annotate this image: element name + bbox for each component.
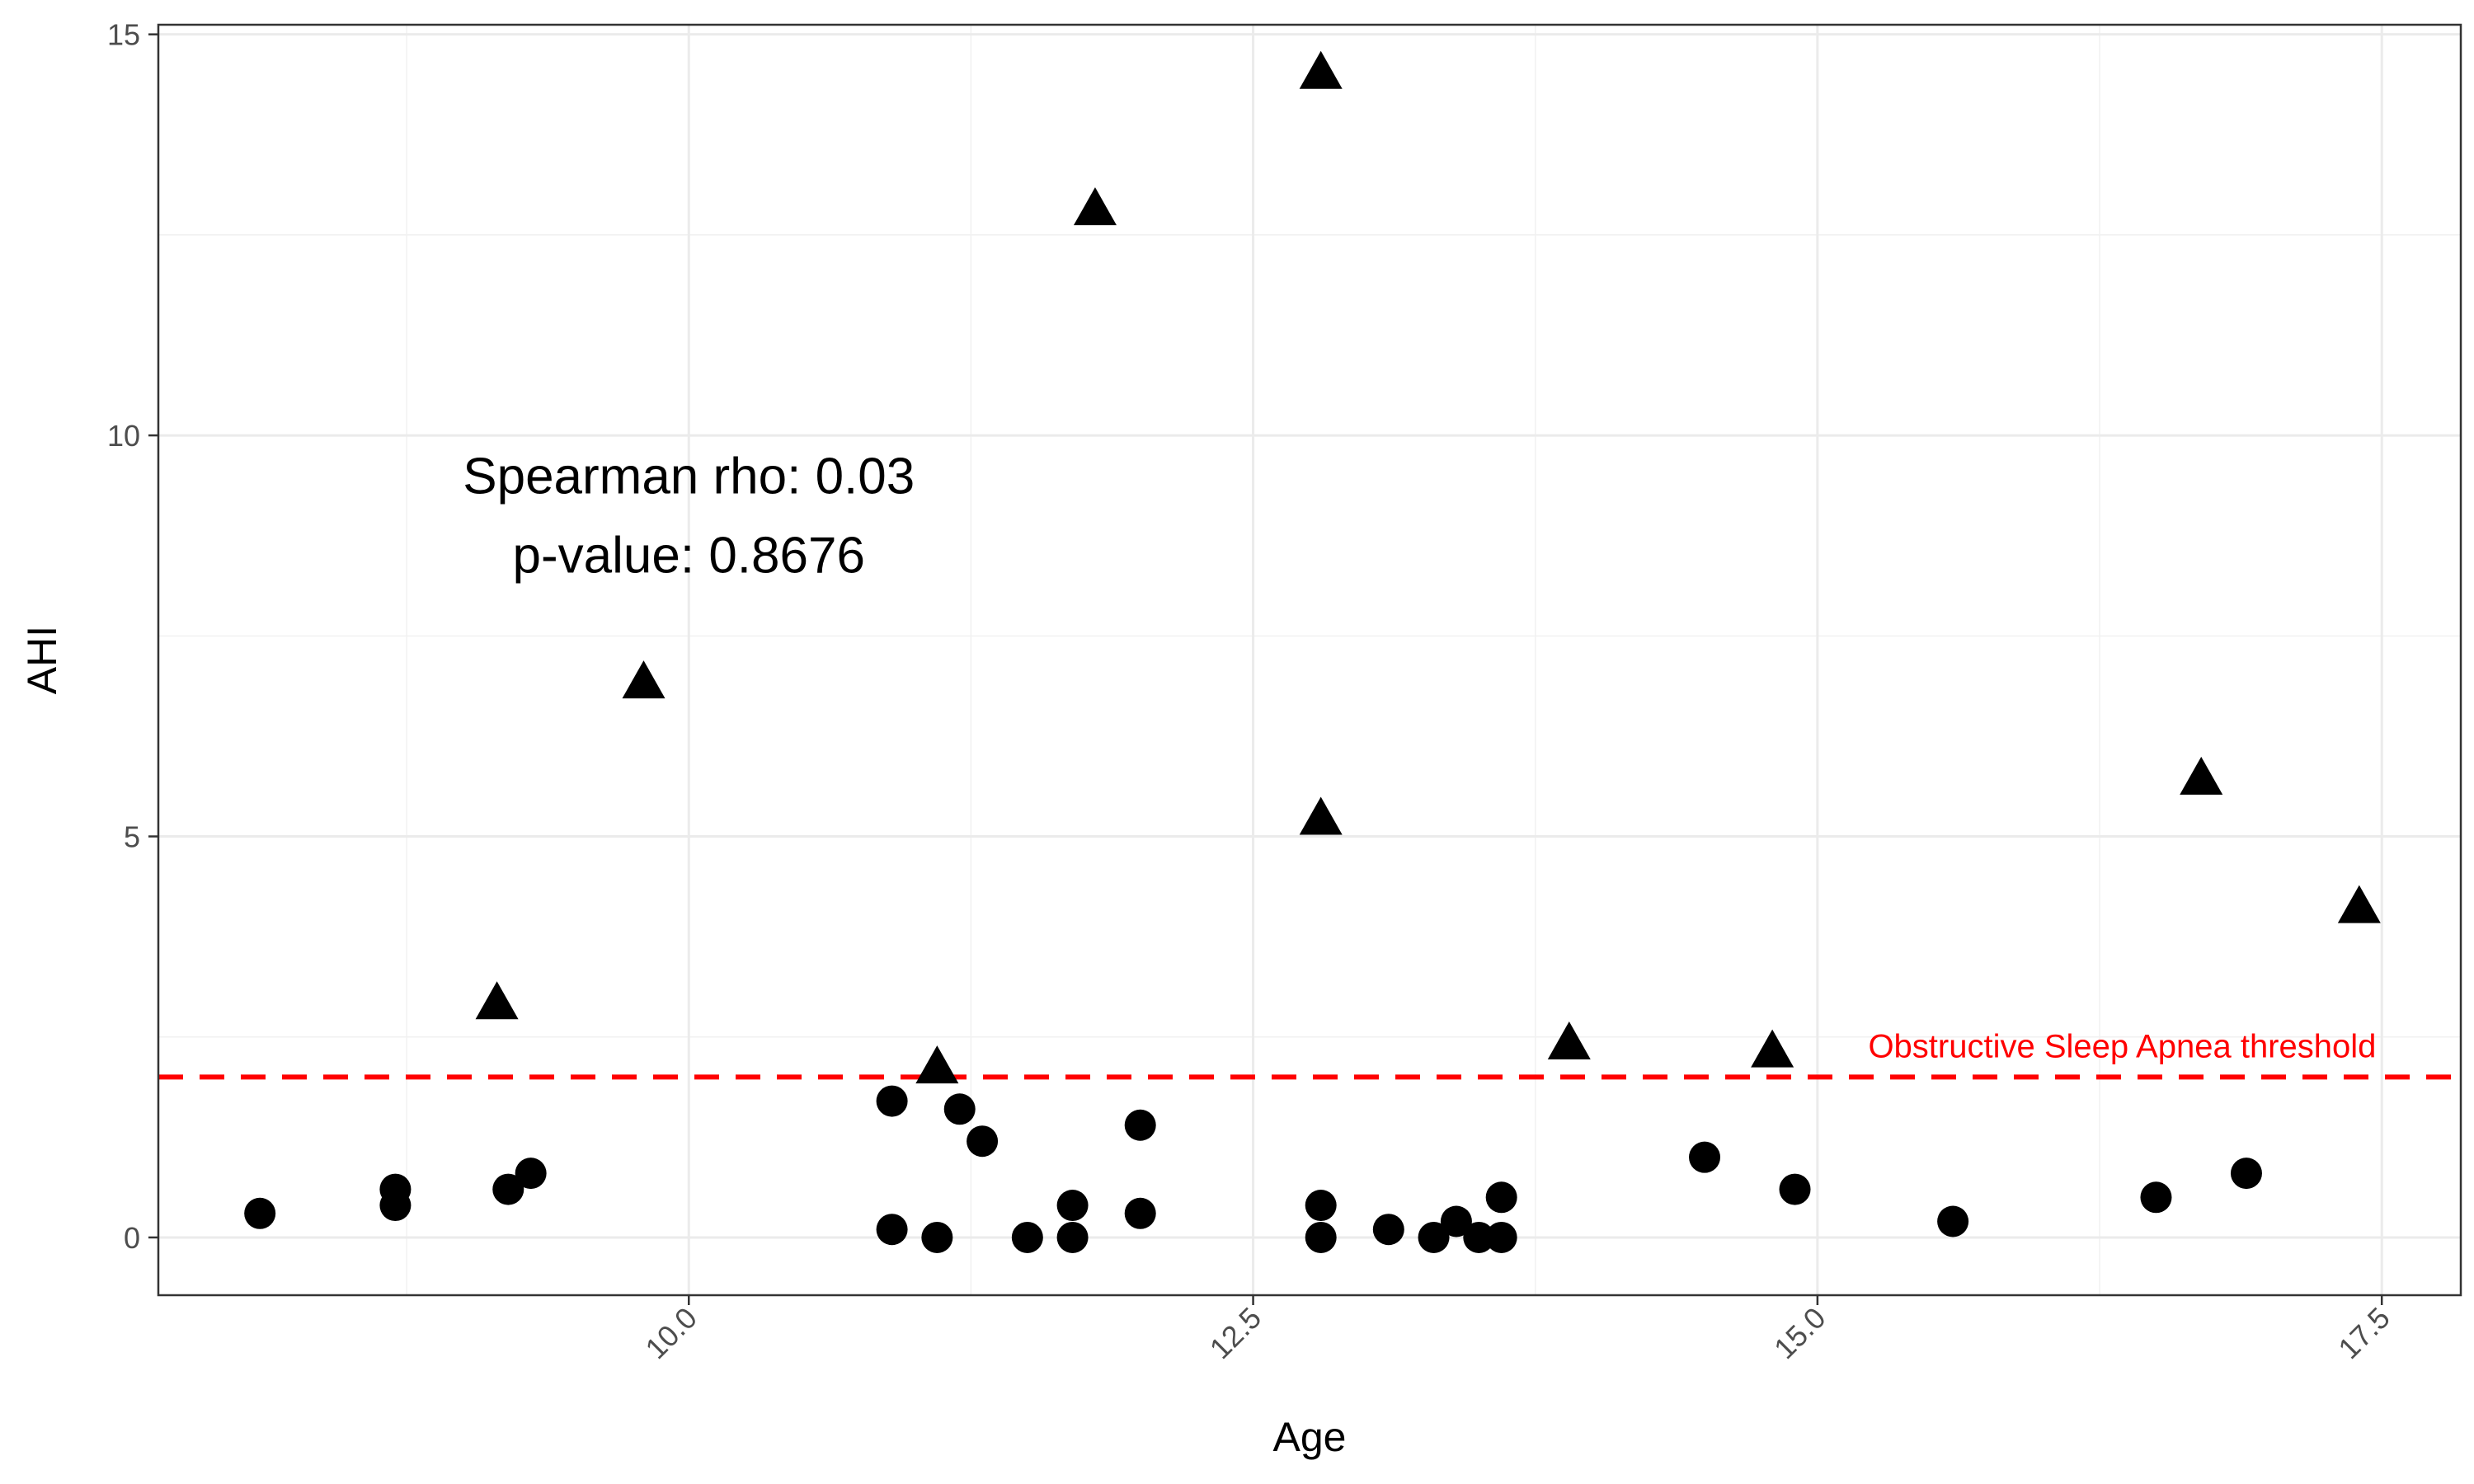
grid-major [158, 25, 2461, 1295]
data-point-circle [1372, 1214, 1404, 1246]
data-point-triangle [915, 1045, 959, 1084]
data-point-circle [515, 1158, 547, 1190]
data-point-circle [2140, 1181, 2172, 1214]
data-point-circle [244, 1197, 276, 1229]
data-point-circle [379, 1190, 412, 1222]
data-point-circle [1056, 1190, 1089, 1222]
y-tick-label: 10 [107, 419, 140, 453]
data-point-triangle [475, 981, 519, 1020]
data-points [244, 50, 2381, 1253]
data-point-circle [1937, 1205, 1969, 1237]
x-axis-title: Age [1273, 1414, 1347, 1460]
y-axis: 0 5 10 15 [107, 18, 158, 1255]
data-point-triangle [1299, 796, 1343, 835]
data-point-triangle [622, 660, 666, 699]
data-point-circle [876, 1214, 908, 1246]
data-point-circle [876, 1085, 908, 1117]
data-point-circle [1485, 1181, 1517, 1214]
p-value-label: p-value: 0.8676 [513, 528, 865, 585]
data-point-circle [1124, 1109, 1156, 1141]
y-tick-label: 0 [124, 1221, 140, 1255]
data-point-circle [1305, 1221, 1337, 1253]
spearman-rho-label: Spearman rho: 0.03 [463, 448, 915, 505]
data-point-circle [2230, 1158, 2262, 1190]
data-point-triangle [1751, 1029, 1794, 1068]
y-tick-label: 15 [107, 18, 140, 52]
data-point-circle [1418, 1221, 1450, 1253]
threshold-group: Obstructive Sleep Apnea threshold [158, 1028, 2461, 1080]
data-point-triangle [1073, 187, 1117, 226]
data-point-circle [921, 1221, 953, 1253]
data-point-triangle [1299, 50, 1343, 89]
y-axis-title: AHI [19, 626, 65, 694]
data-point-circle [1463, 1221, 1495, 1253]
data-point-triangle [1547, 1021, 1591, 1059]
data-point-triangle [2337, 885, 2381, 923]
grid-minor [158, 25, 2461, 1295]
data-point-circle [1689, 1141, 1721, 1173]
threshold-label: Obstructive Sleep Apnea threshold [1868, 1028, 2376, 1064]
panel-border [157, 23, 2462, 1297]
data-point-circle [1440, 1205, 1472, 1237]
data-point-circle [1779, 1173, 1811, 1205]
data-point-circle [1485, 1221, 1517, 1253]
data-point-triangle [2180, 756, 2223, 795]
y-tick-label: 5 [124, 820, 140, 854]
data-point-circle [1056, 1221, 1089, 1253]
data-point-circle [492, 1173, 524, 1205]
data-point-circle [1124, 1197, 1156, 1229]
data-point-circle [943, 1093, 976, 1125]
data-point-circle [1305, 1190, 1337, 1222]
data-point-circle [967, 1125, 999, 1158]
data-point-circle [1011, 1221, 1043, 1253]
